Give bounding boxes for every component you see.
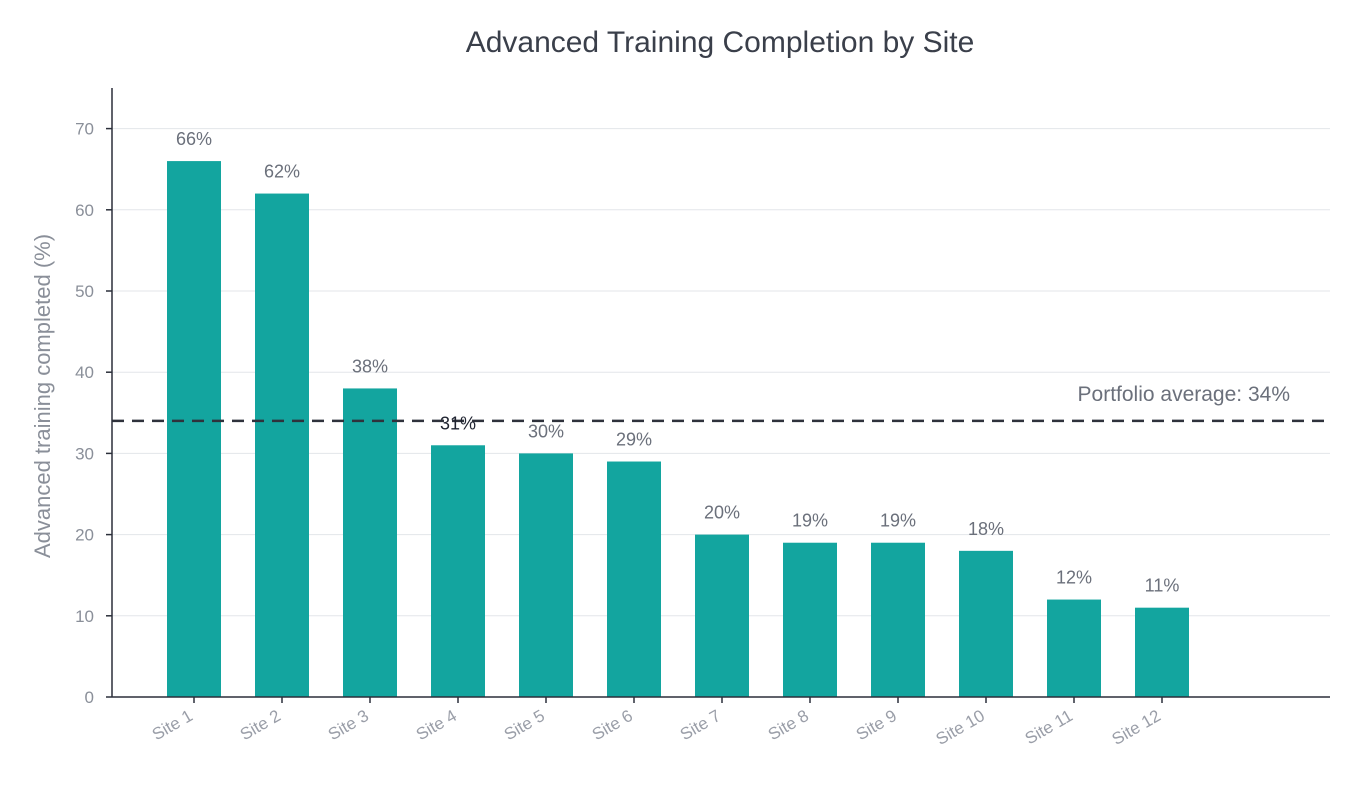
data-label: 11%	[1145, 576, 1180, 596]
y-tick-label: 30	[75, 444, 94, 463]
y-tick-label: 50	[75, 282, 94, 301]
grid-lines	[112, 128, 1330, 617]
y-tick-label: 10	[75, 607, 94, 626]
reference-line-group: Portfolio average: 34%	[112, 383, 1330, 423]
data-label: 12%	[1056, 568, 1092, 588]
y-tick-label: 40	[75, 363, 94, 382]
data-label: 66%	[176, 129, 212, 149]
data-label: 38%	[352, 356, 388, 376]
bar	[343, 388, 397, 697]
bars	[167, 161, 1189, 697]
bar	[607, 461, 661, 697]
x-tick-label: Site 1	[149, 706, 196, 744]
x-tick-label: Site 7	[677, 706, 724, 744]
x-tick-label: Site 11	[1022, 706, 1076, 748]
bar	[1135, 607, 1189, 697]
data-label: 18%	[968, 519, 1004, 539]
x-tick-label: Site 12	[1109, 706, 1164, 749]
x-tick-label: Site 6	[589, 706, 636, 744]
x-tick-label: Site 3	[325, 706, 372, 744]
x-tick-label: Site 2	[237, 706, 284, 744]
x-tick-label: Site 10	[933, 706, 988, 749]
bar	[255, 193, 309, 697]
bar	[431, 445, 485, 697]
data-label: 31%	[440, 413, 476, 433]
x-tick-label: Site 4	[413, 706, 460, 744]
bar	[695, 534, 749, 697]
portfolio-average-label: Portfolio average: 34%	[1078, 383, 1290, 406]
bar	[871, 542, 925, 697]
x-tick-label: Site 8	[765, 706, 812, 744]
y-tick-label: 0	[85, 688, 94, 707]
y-tick-label: 70	[75, 120, 94, 139]
data-label: 19%	[880, 511, 916, 531]
y-tick-label: 20	[75, 526, 94, 545]
x-tick-label: Site 5	[501, 706, 548, 744]
y-axis-label: Advanced training completed (%)	[30, 234, 55, 558]
data-label: 20%	[704, 503, 740, 523]
axes	[106, 88, 1330, 703]
data-labels: 66% 62% 38% 31% 30% 29% 20% 19% 19% 18% 12% 11%	[176, 129, 1179, 596]
bar	[783, 542, 837, 697]
data-label: 62%	[264, 162, 300, 182]
bar	[959, 550, 1013, 697]
x-tick-label: Site 9	[853, 706, 900, 744]
data-label: 29%	[616, 430, 652, 450]
data-label: 19%	[792, 511, 828, 531]
bar	[167, 161, 221, 697]
bar	[519, 453, 573, 697]
data-label: 30%	[528, 421, 564, 441]
bar	[1047, 599, 1101, 697]
chart-title: Advanced Training Completion by Site	[466, 26, 975, 59]
y-tick-label: 60	[75, 201, 94, 220]
